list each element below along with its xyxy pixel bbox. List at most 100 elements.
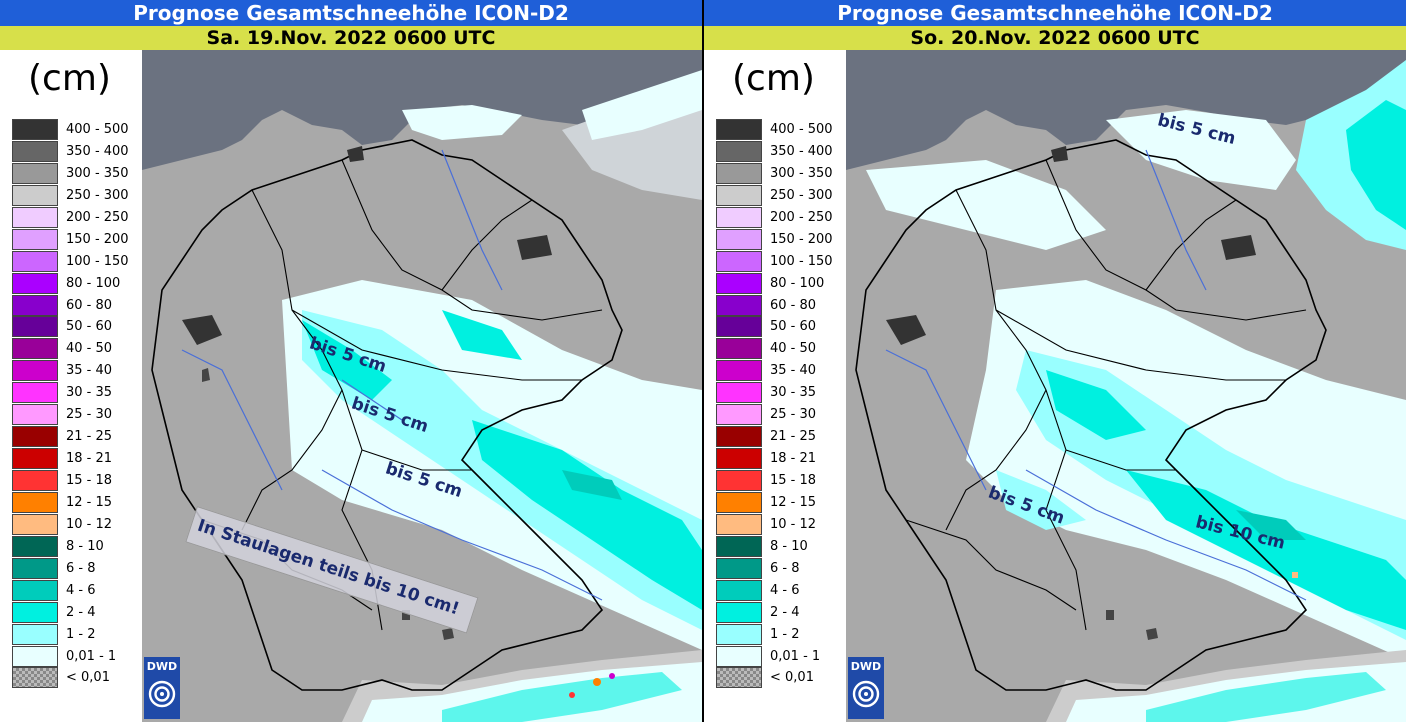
swirl-icon — [852, 680, 880, 708]
legend-label: 400 - 500 — [66, 122, 129, 137]
dwd-logo: DWD — [144, 657, 180, 719]
legend-label: 35 - 40 — [66, 363, 113, 379]
legend-swatch — [12, 228, 58, 250]
legend-label: 40 - 50 — [770, 341, 817, 357]
legend-swatch — [12, 579, 58, 601]
legend-row: 200 - 250 — [716, 206, 856, 229]
legend-label: 200 - 250 — [66, 209, 129, 225]
legend-swatch — [12, 645, 58, 667]
legend-swatch — [716, 228, 762, 250]
legend-row: 350 - 400 — [12, 140, 152, 163]
legend-row: 10 - 12 — [12, 513, 152, 536]
legend-label: 150 - 200 — [66, 231, 129, 247]
legend-swatch — [716, 623, 762, 645]
legend-swatch — [716, 338, 762, 360]
legend-swatch — [12, 470, 58, 491]
legend-swatch — [716, 557, 762, 579]
legend-row: 400 - 500 — [12, 119, 152, 141]
legend-label: 350 - 400 — [66, 143, 129, 159]
legend-row: 100 - 150 — [716, 250, 856, 273]
legend-swatch — [716, 316, 762, 338]
legend-row: < 0,01 — [12, 667, 152, 689]
legend-label: 8 - 10 — [770, 538, 808, 554]
legend-label: 250 - 300 — [770, 187, 833, 203]
color-legend: 400 - 500 350 - 400 300 - 350 250 - 300 200 … — [716, 119, 856, 689]
legend-swatch — [12, 535, 58, 557]
panel-title: Prognose Gesamtschneehöhe ICON-D2 — [0, 0, 702, 26]
legend-label: 18 - 21 — [770, 451, 817, 467]
legend-row: 30 - 35 — [716, 382, 856, 404]
legend-label: 21 - 25 — [66, 429, 113, 445]
legend-row: 15 - 18 — [12, 470, 152, 492]
legend-label: 150 - 200 — [770, 231, 833, 247]
legend-label: < 0,01 — [770, 670, 814, 686]
legend-swatch — [716, 184, 762, 206]
legend-swatch — [12, 162, 58, 184]
color-legend: 400 - 500 350 - 400 300 - 350 250 - 300 200 … — [12, 119, 152, 689]
legend-row: 10 - 12 — [716, 513, 856, 536]
legend-swatch — [12, 404, 58, 426]
legend-row: 350 - 400 — [716, 140, 856, 163]
legend-label: 300 - 350 — [770, 165, 833, 181]
legend-label: 25 - 30 — [770, 407, 817, 423]
legend-swatch — [12, 316, 58, 338]
legend-swatch — [716, 579, 762, 601]
legend-swatch — [716, 448, 762, 470]
legend-row: 2 - 4 — [12, 601, 152, 624]
legend-swatch — [716, 162, 762, 184]
panel-title: Prognose Gesamtschneehöhe ICON-D2 — [704, 0, 1406, 26]
legend-swatch — [716, 513, 762, 535]
legend-swatch — [716, 272, 762, 294]
legend-label: 4 - 6 — [770, 582, 800, 598]
legend-row: 4 - 6 — [716, 579, 856, 602]
legend-row: 300 - 350 — [716, 162, 856, 185]
snow-depth-map — [142, 50, 702, 722]
legend-row: 250 - 300 — [716, 184, 856, 207]
dwd-logo-text: DWD — [850, 660, 882, 673]
legend-label: 10 - 12 — [66, 516, 113, 532]
legend-row: 1 - 2 — [12, 623, 152, 646]
legend-label: 6 - 8 — [770, 560, 800, 576]
legend-swatch — [12, 294, 58, 316]
legend-row: 0,01 - 1 — [716, 645, 856, 668]
legend-row: 15 - 18 — [716, 470, 856, 492]
panel-date: So. 20.Nov. 2022 0600 UTC — [704, 26, 1406, 50]
legend-row: 18 - 21 — [12, 448, 152, 470]
legend-swatch — [12, 448, 58, 470]
legend-swatch — [716, 601, 762, 623]
legend-swatch — [716, 206, 762, 228]
legend-label: 10 - 12 — [770, 516, 817, 532]
legend-row: 100 - 150 — [12, 250, 152, 273]
legend-label: 0,01 - 1 — [66, 648, 117, 664]
legend-swatch — [12, 382, 58, 404]
legend-swatch — [12, 491, 58, 513]
legend-label: 15 - 18 — [66, 473, 113, 488]
legend-row: 35 - 40 — [12, 360, 152, 382]
legend-label: 12 - 15 — [66, 494, 113, 510]
legend-label: 250 - 300 — [66, 187, 129, 203]
legend-row: 200 - 250 — [12, 206, 152, 229]
legend-label: 60 - 80 — [770, 297, 817, 313]
legend-label: 15 - 18 — [770, 473, 817, 488]
legend-label: 6 - 8 — [66, 560, 96, 576]
legend-swatch — [716, 360, 762, 382]
legend-label: 350 - 400 — [770, 143, 833, 159]
unit-label: (cm) — [732, 58, 815, 99]
legend-swatch — [12, 601, 58, 623]
legend-swatch — [716, 645, 762, 667]
dwd-logo: DWD — [848, 657, 884, 719]
legend-row: 40 - 50 — [716, 338, 856, 360]
legend-label: 8 - 10 — [66, 538, 104, 554]
swirl-icon — [148, 680, 176, 708]
legend-row: 6 - 8 — [12, 557, 152, 580]
legend-row: 8 - 10 — [716, 535, 856, 558]
legend-row: 400 - 500 — [716, 119, 856, 141]
map-graphic — [846, 50, 1406, 722]
legend-row: 21 - 25 — [12, 426, 152, 448]
legend-label: 35 - 40 — [770, 363, 817, 379]
legend-swatch — [12, 557, 58, 579]
legend-label: 60 - 80 — [66, 297, 113, 313]
legend-label: 400 - 500 — [770, 122, 833, 137]
legend-label: 80 - 100 — [770, 275, 825, 291]
legend-label: 80 - 100 — [66, 275, 121, 291]
